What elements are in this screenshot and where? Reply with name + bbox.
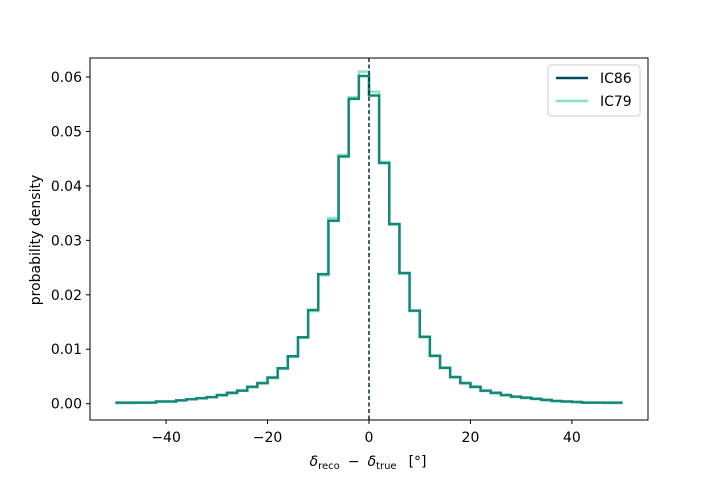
x-axis-label-unit: [°] (409, 454, 427, 470)
y-tick-label: 0.06 (51, 70, 82, 86)
x-axis-label-minus: − (348, 454, 360, 470)
y-tick-label: 0.03 (51, 233, 82, 249)
x-axis-label-delta-2: δ (367, 454, 376, 470)
y-axis-label: probability density (28, 175, 44, 305)
x-tick-label: 40 (563, 430, 581, 446)
legend-label-ic79: IC79 (600, 94, 632, 110)
y-tick-label: 0.01 (51, 342, 82, 358)
x-axis-label-sub-reco: reco (318, 461, 340, 472)
x-axis: −40 −20 0 20 40 (151, 420, 581, 446)
x-tick-label: −40 (151, 430, 181, 446)
x-tick-label: −20 (253, 430, 283, 446)
legend: IC86 IC79 (547, 64, 641, 117)
series-ic86-line (115, 74, 623, 404)
y-tick-label: 0.00 (51, 397, 82, 413)
series-layer (115, 70, 623, 405)
y-tick-label: 0.05 (51, 124, 82, 140)
x-tick-label: 20 (462, 430, 480, 446)
legend-label-ic86: IC86 (600, 71, 632, 87)
x-tick-label: 0 (365, 430, 374, 446)
y-axis: 0.00 0.01 0.02 0.03 0.04 0.05 0.06 (51, 70, 90, 413)
x-axis-label-sub-true: true (376, 461, 397, 472)
y-tick-label: 0.04 (51, 179, 82, 195)
x-axis-label-delta: δ (309, 454, 318, 470)
y-tick-label: 0.02 (51, 288, 82, 304)
x-axis-label: δreco − δtrue [°] (309, 454, 426, 472)
